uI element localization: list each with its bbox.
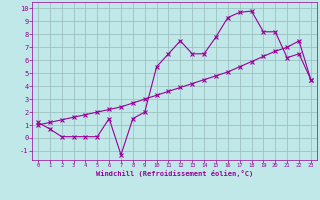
X-axis label: Windchill (Refroidissement éolien,°C): Windchill (Refroidissement éolien,°C) <box>96 170 253 177</box>
